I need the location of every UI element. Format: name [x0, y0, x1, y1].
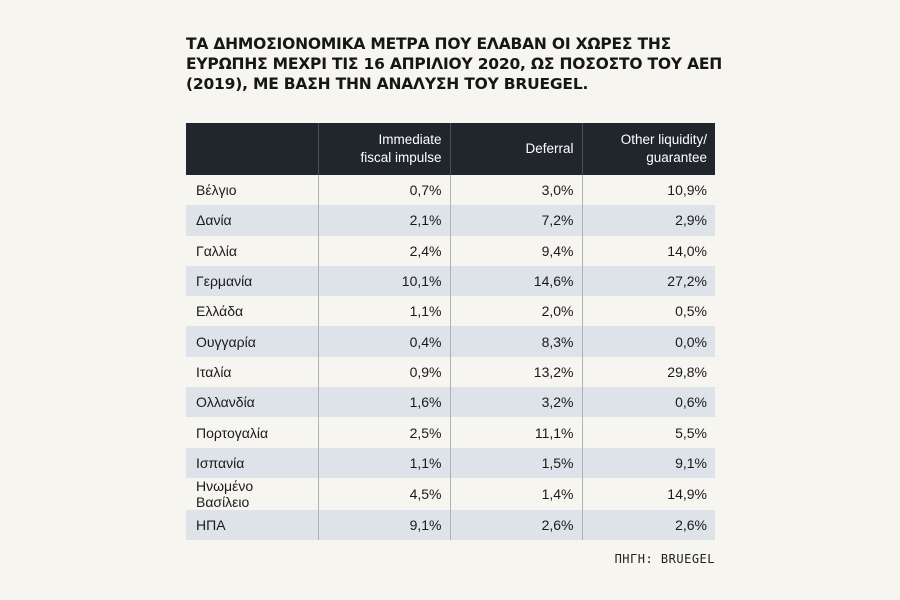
table-row: Πορτογαλία 2,5% 11,1% 5,5%: [186, 417, 715, 448]
value-cell: 9,1%: [317, 509, 450, 541]
country-cell: Ουγγαρία: [186, 326, 318, 357]
value-cell: 0,5%: [581, 296, 715, 327]
value-cell: 0,4%: [317, 326, 450, 357]
table-row: Δανία 2,1% 7,2% 2,9%: [186, 205, 715, 236]
chart-title: ΤΑ ΔΗΜΟΣΙΟΝΟΜΙΚΑ ΜΕΤΡΑ ΠΟΥ ΕΛΑΒΑΝ ΟΙ ΧΩΡ…: [186, 34, 726, 94]
value-cell: 27,2%: [581, 265, 715, 297]
country-cell: Ελλάδα: [186, 296, 318, 327]
value-cell: 3,0%: [449, 175, 582, 206]
country-cell: Γερμανία: [186, 265, 318, 297]
table-row: Γαλλία 2,4% 9,4% 14,0%: [186, 235, 715, 266]
header-row: Immediate fiscal impulse Deferral Other liq…: [186, 123, 715, 175]
country-cell: Ιταλία: [186, 356, 318, 388]
value-cell: 5,5%: [581, 417, 715, 448]
value-cell: 0,6%: [581, 387, 715, 418]
header-label-line: Deferral: [525, 141, 574, 156]
value-cell: 2,9%: [581, 205, 715, 236]
value-cell: 4,5%: [317, 477, 450, 510]
value-cell: 14,0%: [581, 235, 715, 266]
header-cell: Immediate fiscal impulse: [317, 123, 450, 175]
header-cell: Deferral: [449, 123, 582, 175]
country-cell: Ηνωμένο Βασίλειο: [186, 477, 318, 510]
data-table: Immediate fiscal impulse Deferral Other liq…: [186, 123, 715, 541]
header-cell: Other liquidity/guarantee: [581, 123, 715, 175]
table-body: Βέλγιο 0,7% 3,0% 10,9% Δανία 2,1% 7,2% 2,9% Γαλλ…: [186, 175, 715, 541]
country-cell: Γαλλία: [186, 235, 318, 266]
header-cell-country: [186, 123, 318, 175]
value-cell: 0,9%: [317, 356, 450, 388]
value-cell: 2,1%: [317, 205, 450, 236]
value-cell: 2,6%: [449, 509, 582, 541]
value-cell: 1,5%: [449, 447, 582, 478]
source-note: ΠΗΓΗ: BRUEGEL: [614, 552, 715, 566]
value-cell: 13,2%: [449, 356, 582, 388]
value-cell: 3,2%: [449, 387, 582, 418]
value-cell: 2,4%: [317, 235, 450, 266]
value-cell: 10,9%: [581, 175, 715, 206]
table-header: Immediate fiscal impulse Deferral Other liq…: [186, 123, 715, 175]
country-cell: Βέλγιο: [186, 175, 318, 206]
value-cell: 0,0%: [581, 326, 715, 357]
country-cell: ΗΠΑ: [186, 509, 318, 541]
country-cell: Πορτογαλία: [186, 417, 318, 448]
country-cell: Δανία: [186, 205, 318, 236]
table-row: Ολλανδία 1,6% 3,2% 0,6%: [186, 387, 715, 418]
header-label-line: fiscal impulse: [360, 150, 442, 165]
value-cell: 14,6%: [449, 265, 582, 297]
value-cell: 9,1%: [581, 447, 715, 478]
value-cell: 11,1%: [449, 417, 582, 448]
value-cell: 2,0%: [449, 296, 582, 327]
table-row: Γερμανία 10,1% 14,6% 27,2%: [186, 265, 715, 297]
value-cell: 1,6%: [317, 387, 450, 418]
value-cell: 2,5%: [317, 417, 450, 448]
chart-title-line: ΤΑ ΔΗΜΟΣΙΟΝΟΜΙΚΑ ΜΕΤΡΑ ΠΟΥ ΕΛΑΒΑΝ ΟΙ ΧΩΡ…: [186, 35, 672, 53]
chart-title-line: (2019), ΜΕ ΒΑΣΗ ΤΗΝ ΑΝΑΛΥΣΗ ΤΟΥ BRUEGEL.: [186, 75, 589, 93]
value-cell: 9,4%: [449, 235, 582, 266]
header-label-line: Immediate: [378, 132, 442, 147]
value-cell: 1,1%: [317, 447, 450, 478]
country-cell: Ολλανδία: [186, 387, 318, 418]
table-row: Ισπανία 1,1% 1,5% 9,1%: [186, 447, 715, 478]
table-row: Ουγγαρία 0,4% 8,3% 0,0%: [186, 326, 715, 357]
value-cell: 8,3%: [449, 326, 582, 357]
value-cell: 0,7%: [317, 175, 450, 206]
table-row: Ελλάδα 1,1% 2,0% 0,5%: [186, 296, 715, 327]
table-row: Ιταλία 0,9% 13,2% 29,8%: [186, 356, 715, 388]
country-cell: Ισπανία: [186, 447, 318, 478]
value-cell: 2,6%: [581, 509, 715, 541]
value-cell: 7,2%: [449, 205, 582, 236]
value-cell: 10,1%: [317, 265, 450, 297]
value-cell: 29,8%: [581, 356, 715, 388]
value-cell: 1,1%: [317, 296, 450, 327]
table-row: Ηνωμένο Βασίλειο 4,5% 1,4% 14,9%: [186, 477, 715, 510]
value-cell: 1,4%: [449, 477, 582, 510]
table-row: Βέλγιο 0,7% 3,0% 10,9%: [186, 175, 715, 206]
value-cell: 14,9%: [581, 477, 715, 510]
header-label-line: guarantee: [646, 150, 707, 165]
chart-title-line: ΕΥΡΩΠΗΣ ΜΕΧΡΙ ΤΙΣ 16 ΑΠΡΙΛΙΟΥ 2020, ΩΣ Π…: [186, 55, 723, 73]
header-label-line: Other liquidity/: [620, 132, 707, 147]
table-row: ΗΠΑ 9,1% 2,6% 2,6%: [186, 509, 715, 541]
